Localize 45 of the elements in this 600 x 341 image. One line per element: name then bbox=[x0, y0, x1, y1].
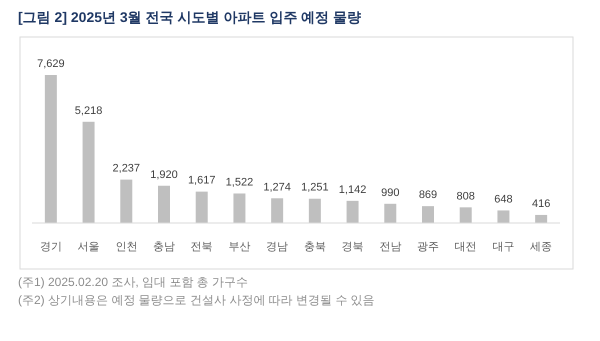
bar bbox=[497, 210, 510, 223]
data-label: 808 bbox=[456, 190, 475, 202]
x-tick-label: 세종 bbox=[530, 241, 552, 253]
data-label: 1,251 bbox=[301, 182, 329, 194]
data-label: 2,237 bbox=[112, 162, 140, 175]
x-tick-label: 전북 bbox=[190, 241, 213, 253]
bar bbox=[44, 75, 57, 223]
data-label: 990 bbox=[381, 186, 400, 199]
x-tick-label: 인천 bbox=[115, 241, 138, 253]
x-tick-label: 충남 bbox=[153, 241, 175, 253]
x-tick-label: 대전 bbox=[454, 241, 477, 253]
bar bbox=[233, 193, 246, 223]
bar bbox=[460, 207, 472, 223]
text: (주2) 상기내용은 예정 물량으로 건설사 사정에 따라 변경될 수 있음 bbox=[18, 293, 375, 307]
data-label: 1,142 bbox=[338, 184, 366, 196]
x-tick-label: 대구 bbox=[492, 241, 514, 253]
data-label: 1,617 bbox=[188, 174, 216, 187]
x-tick-label: 전남 bbox=[379, 241, 402, 253]
data-label: 869 bbox=[418, 189, 438, 202]
bar bbox=[271, 198, 284, 223]
x-tick-label: 경남 bbox=[266, 241, 288, 253]
bar bbox=[120, 180, 132, 223]
bar bbox=[535, 214, 548, 223]
x-tick-label: 서울 bbox=[78, 241, 100, 253]
bar bbox=[196, 192, 208, 223]
data-label: 1,274 bbox=[263, 181, 291, 194]
bar bbox=[82, 122, 95, 223]
x-tick-label: 경북 bbox=[342, 241, 364, 253]
data-label: 416 bbox=[532, 198, 550, 210]
data-label: 648 bbox=[494, 193, 513, 206]
x-tick-label: 부산 bbox=[228, 241, 250, 253]
data-label: 7,629 bbox=[37, 58, 65, 70]
x-tick-label: 광주 bbox=[417, 241, 439, 253]
x-tick-label: 경기 bbox=[40, 241, 62, 253]
data-label: 5,218 bbox=[74, 104, 102, 117]
text: (주1) 2025.02.20 조사, 임대 포함 총 가구수 bbox=[18, 275, 248, 289]
bar bbox=[384, 204, 396, 223]
data-label: 1,522 bbox=[226, 176, 254, 188]
bar bbox=[158, 186, 170, 223]
bar bbox=[308, 198, 321, 223]
bar bbox=[346, 200, 359, 223]
bar bbox=[422, 206, 434, 223]
chart-title: [그림 2] 2025년 3월 전국 시도별 아파트 입주 예정 물량 bbox=[18, 9, 362, 25]
data-label: 1,920 bbox=[150, 168, 178, 181]
x-tick-label: 충북 bbox=[304, 241, 326, 253]
